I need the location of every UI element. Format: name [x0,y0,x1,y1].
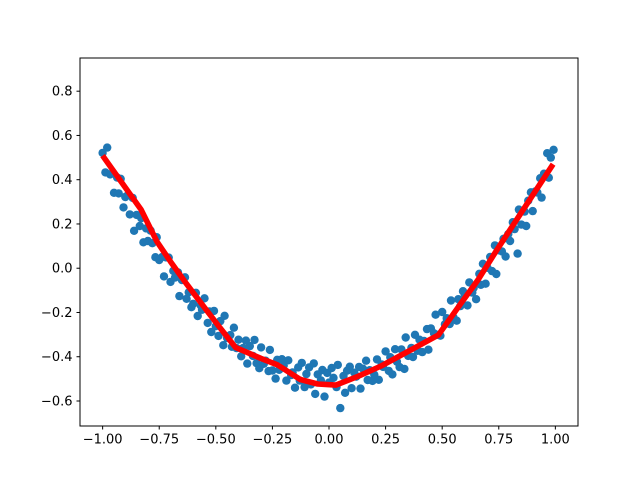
scatter-point [452,316,461,325]
scatter-point [505,236,515,246]
scatter-point [361,356,371,365]
scatter-point [501,252,510,261]
x-tick-label: 1.00 [541,433,570,448]
scatter-point [320,392,329,401]
scatter-point [175,291,184,301]
scatter-point [119,203,128,212]
x-tick-label: −0.50 [196,433,236,448]
scatter-point [282,376,291,385]
scatter-point [159,272,169,281]
scatter-point [271,374,280,383]
scatter-point [537,193,546,202]
scatter-point [340,388,350,397]
scatter-point [219,341,228,350]
scatter-point [284,356,293,365]
y-tick-label: 0.2 [52,217,73,232]
y-tick-label: −0.4 [41,350,73,365]
scatter-point [297,358,306,368]
scatter-point [290,383,300,392]
scatter-point [336,403,345,413]
scatter-point [234,335,243,344]
scatter-point [220,311,229,320]
scatter-point [135,221,144,231]
scatter-point [214,331,223,341]
scatter-point [103,143,112,152]
scatter-point [243,359,252,368]
x-tick-label: 0.00 [315,433,344,448]
scatter-point [446,296,456,305]
scatter-point [356,384,365,393]
x-tick-label: 0.50 [428,433,457,448]
y-tick-label: 0.4 [52,173,73,188]
x-axis: −1.00 −0.75 −0.50 −0.25 0.00 0.25 0.50 0.75 1.00 [83,426,570,448]
scatter-point [513,249,522,258]
x-tick-label: 0.75 [484,433,513,448]
scatter-point [424,345,433,354]
x-tick-label: 0.25 [371,433,400,448]
scatter-point [481,279,490,288]
scatter-point [438,307,447,317]
scatter-point [388,370,397,379]
scatter-point [522,221,531,231]
scatter-point [189,299,198,308]
scatter-point [311,389,320,399]
x-tick-label: −0.75 [139,433,179,448]
y-tick-label: −0.6 [41,394,73,409]
y-tick-label: 0.0 [52,262,73,277]
scatter-point [492,269,501,279]
scatter-point [250,335,259,345]
y-axis: −0.6 −0.4 −0.2 0.0 0.2 0.4 0.6 0.8 [41,85,80,409]
x-tick-label: −0.25 [252,433,292,448]
scatter-point [374,375,383,384]
scatter-point [408,352,418,362]
fit-line-series [100,153,556,388]
scatter-point [207,327,216,337]
scatter-point [401,333,410,342]
y-tick-label: −0.2 [41,306,73,321]
scatter-point [390,345,400,354]
scatter-point [268,366,277,375]
scatter-point [471,295,481,304]
scatter-point [245,341,254,351]
scatter-point [193,311,202,321]
scatter-point [256,343,266,352]
scatter-point [182,294,191,303]
scatter-point [463,301,472,310]
scatter-point [114,189,123,198]
scatter-point [265,345,275,355]
scatter-point [229,323,239,332]
scatter-point [528,206,537,216]
scatter-point [237,352,246,361]
scatter-point [381,347,390,356]
scatter-point [400,364,409,374]
scatter-point [309,359,318,368]
scatter-point [431,310,440,319]
scatter-point [125,210,134,219]
scatter-point [546,153,555,162]
y-tick-label: 0.8 [52,85,73,100]
scatter-point [129,226,139,235]
scatter-point [302,369,311,379]
y-tick-label: 0.6 [52,129,73,144]
scatter-point [345,362,354,371]
fit-line [100,153,556,388]
scatter-point [549,145,558,154]
scatter-point [203,318,212,328]
scatter-point [333,360,342,370]
scatter-point [347,384,356,393]
scatter-point [329,373,338,382]
x-tick-label: −1.00 [83,433,123,448]
scatter-point [300,382,309,392]
